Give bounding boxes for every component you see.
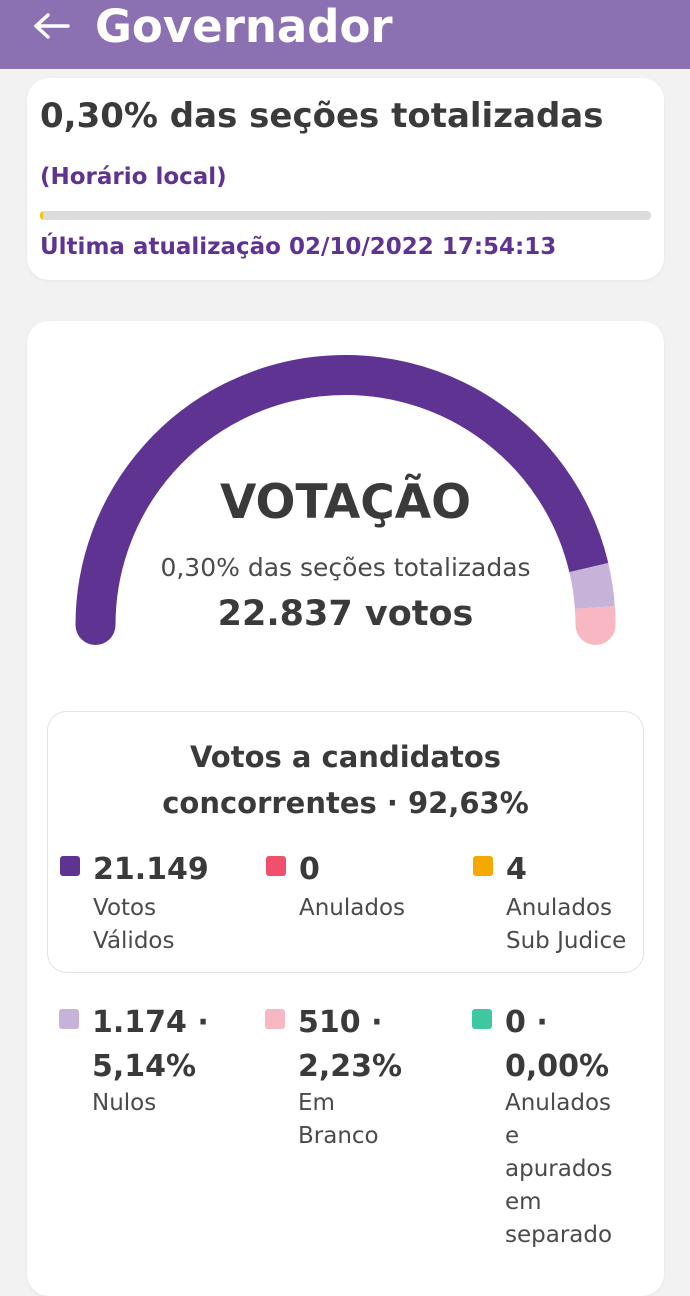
- candidate-votes-title-line1: Votos a candidatos: [189, 740, 502, 774]
- null-votes-swatch: [59, 1009, 79, 1029]
- separated-votes-label: Anulados: [505, 1090, 612, 1116]
- separated-votes-value: 0 ·: [505, 1005, 548, 1040]
- separated-votes-swatch: [472, 1009, 492, 1029]
- totalization-status-card: 0,30% das seções totalizadas (Horário lo…: [27, 78, 664, 280]
- gauge-subtitle: 0,30% das seções totalizadas: [160, 553, 531, 582]
- sections-totalized-title: 0,30% das seções totalizadas: [40, 96, 604, 136]
- valid-votes-swatch: [60, 856, 80, 876]
- annulled-value: 0: [299, 852, 320, 887]
- votes-gauge-chart: [75, 355, 616, 645]
- gauge-segment-1: [569, 563, 615, 610]
- gauge-segment-0: [75, 355, 609, 626]
- null-votes-value: 1.174 ·: [92, 1005, 209, 1040]
- local-time-label: (Horário local): [40, 164, 227, 190]
- last-update-timestamp: Última atualização 02/10/2022 17:54:13: [40, 234, 557, 260]
- candidate-votes-box: Votos a candidatos concorrentes · 92,63%…: [47, 711, 644, 973]
- blank-votes-value: 510 ·: [298, 1005, 383, 1040]
- valid-votes-label-2: Válidos: [93, 928, 175, 954]
- candidate-votes-title-line2: concorrentes · 92,63%: [162, 786, 529, 820]
- app-header: Governador: [0, 0, 690, 69]
- annulled-sub-judice-label: Anulados: [506, 895, 613, 921]
- blank-votes-percent: 2,23%: [298, 1049, 403, 1084]
- blank-votes-swatch: [265, 1009, 285, 1029]
- gauge-cap-right: [575, 625, 616, 645]
- separated-votes-label-3: apurados: [505, 1156, 613, 1182]
- voting-summary-card: VOTAÇÃO 0,30% das seções totalizadas 22.…: [27, 321, 664, 1296]
- separated-votes-label-4: em: [505, 1189, 542, 1215]
- annulled-sub-judice-value: 4: [506, 852, 527, 887]
- annulled-sub-judice-swatch: [473, 856, 493, 876]
- annulled-sub-judice-label-2: Sub Judice: [506, 928, 627, 954]
- candidate-votes-title: Votos a candidatos concorrentes · 92,63%: [48, 734, 643, 826]
- gauge-cap-left: [75, 605, 116, 645]
- blank-votes-label: Em: [298, 1090, 335, 1116]
- total-votes: 22.837 votos: [217, 594, 474, 634]
- gauge-title: VOTAÇÃO: [219, 475, 472, 530]
- separated-votes-label-2: e: [505, 1123, 520, 1149]
- null-votes-percent: 5,14%: [92, 1049, 197, 1084]
- annulled-swatch: [266, 856, 286, 876]
- annulled-label: Anulados: [299, 895, 406, 921]
- null-votes-label: Nulos: [92, 1090, 157, 1116]
- blank-votes-label-2: Branco: [298, 1123, 379, 1149]
- totalization-progress-bar: [40, 211, 651, 220]
- arrow-left-icon[interactable]: [30, 6, 76, 46]
- progress-bar-fill: [40, 211, 43, 220]
- valid-votes-label: Votos: [93, 895, 157, 921]
- separated-votes-percent: 0,00%: [505, 1049, 610, 1084]
- valid-votes-value: 21.149: [93, 852, 209, 887]
- gauge-segment-2: [574, 606, 616, 626]
- separated-votes-label-5: separado: [505, 1222, 613, 1248]
- page-title: Governador: [95, 0, 393, 53]
